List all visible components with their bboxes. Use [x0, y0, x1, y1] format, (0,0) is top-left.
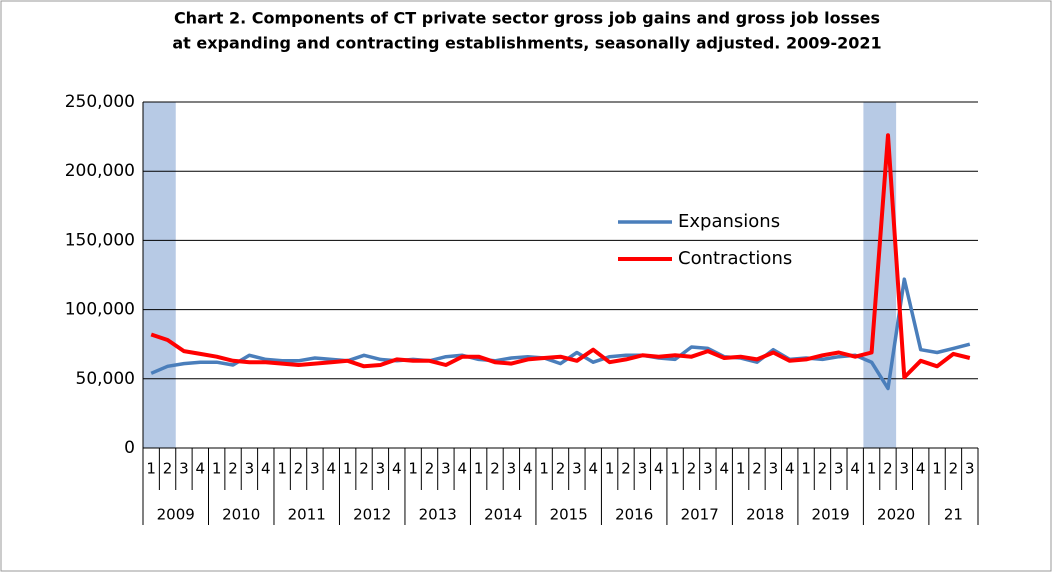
series-line: [150, 133, 971, 380]
x-tick-label: 3: [703, 460, 713, 478]
x-tick-label: 1: [736, 460, 746, 478]
x-tick-label: 2: [621, 460, 631, 478]
x-tick-label: 3: [834, 460, 844, 478]
x-tick-label: 3: [310, 460, 320, 478]
group-label: 2009: [157, 506, 195, 524]
chart-title: Chart 2. Components of CT private sector…: [174, 9, 880, 28]
x-tick-label: 4: [588, 460, 598, 478]
x-tick-label: 1: [932, 460, 942, 478]
x-tick-label: 1: [539, 460, 549, 478]
x-tick-label: 3: [245, 460, 255, 478]
group-label: 2012: [353, 506, 391, 524]
x-tick-label: 4: [392, 460, 402, 478]
x-tick-label: 2: [294, 460, 304, 478]
y-tick-label: 150,000: [65, 230, 135, 250]
x-tick-label: 2: [425, 460, 435, 478]
x-tick-label: 3: [376, 460, 386, 478]
group-label: 2017: [681, 506, 719, 524]
group-label: 2018: [746, 506, 784, 524]
series-line: [150, 277, 971, 391]
group-label: 21: [944, 506, 963, 524]
x-tick-label: 2: [818, 460, 828, 478]
y-tick-label: 200,000: [65, 161, 135, 181]
x-tick-label: 4: [457, 460, 467, 478]
x-tick-label: 4: [327, 460, 337, 478]
group-label: 2014: [484, 506, 522, 524]
x-tick-label: 1: [343, 460, 353, 478]
x-tick-label: 3: [900, 460, 910, 478]
y-tick-label: 0: [124, 438, 135, 458]
group-label: 2019: [812, 506, 850, 524]
x-tick-label: 1: [867, 460, 877, 478]
x-tick-label: 1: [277, 460, 287, 478]
x-tick-label: 1: [605, 460, 615, 478]
x-tick-label: 3: [965, 460, 975, 478]
x-tick-label: 1: [212, 460, 222, 478]
x-tick-label: 2: [359, 460, 369, 478]
x-tick-label: 2: [883, 460, 893, 478]
group-label: 2016: [615, 506, 653, 524]
x-tick-label: 2: [949, 460, 959, 478]
x-tick-label: 2: [228, 460, 238, 478]
x-tick-label: 3: [441, 460, 451, 478]
x-tick-label: 4: [261, 460, 271, 478]
x-tick-label: 4: [785, 460, 795, 478]
x-tick-label: 4: [850, 460, 860, 478]
chart-title: at expanding and contracting establishme…: [172, 34, 881, 53]
x-tick-label: 4: [196, 460, 206, 478]
x-tick-label: 3: [572, 460, 582, 478]
y-tick-label: 50,000: [76, 369, 135, 389]
y-tick-label: 100,000: [65, 300, 135, 320]
y-tick-label: 250,000: [65, 92, 135, 112]
legend-label: Expansions: [678, 211, 780, 232]
recession-shade: [143, 102, 176, 448]
x-tick-label: 1: [474, 460, 484, 478]
group-label: 2010: [222, 506, 260, 524]
group-label: 2013: [419, 506, 457, 524]
x-tick-label: 4: [654, 460, 664, 478]
group-label: 2015: [550, 506, 588, 524]
x-tick-label: 3: [638, 460, 648, 478]
legend-label: Contractions: [678, 248, 792, 269]
x-tick-label: 2: [687, 460, 697, 478]
x-tick-label: 2: [752, 460, 762, 478]
x-tick-label: 1: [670, 460, 680, 478]
x-tick-label: 2: [556, 460, 566, 478]
x-tick-label: 1: [408, 460, 418, 478]
x-tick-label: 2: [490, 460, 500, 478]
x-tick-label: 4: [916, 460, 926, 478]
x-tick-label: 2: [163, 460, 173, 478]
group-label: 2020: [877, 506, 915, 524]
x-tick-label: 4: [523, 460, 533, 478]
x-tick-label: 3: [769, 460, 779, 478]
x-tick-label: 1: [146, 460, 156, 478]
group-label: 2011: [288, 506, 326, 524]
x-tick-label: 3: [179, 460, 189, 478]
x-tick-label: 3: [507, 460, 517, 478]
x-tick-label: 4: [719, 460, 729, 478]
x-tick-label: 1: [801, 460, 811, 478]
